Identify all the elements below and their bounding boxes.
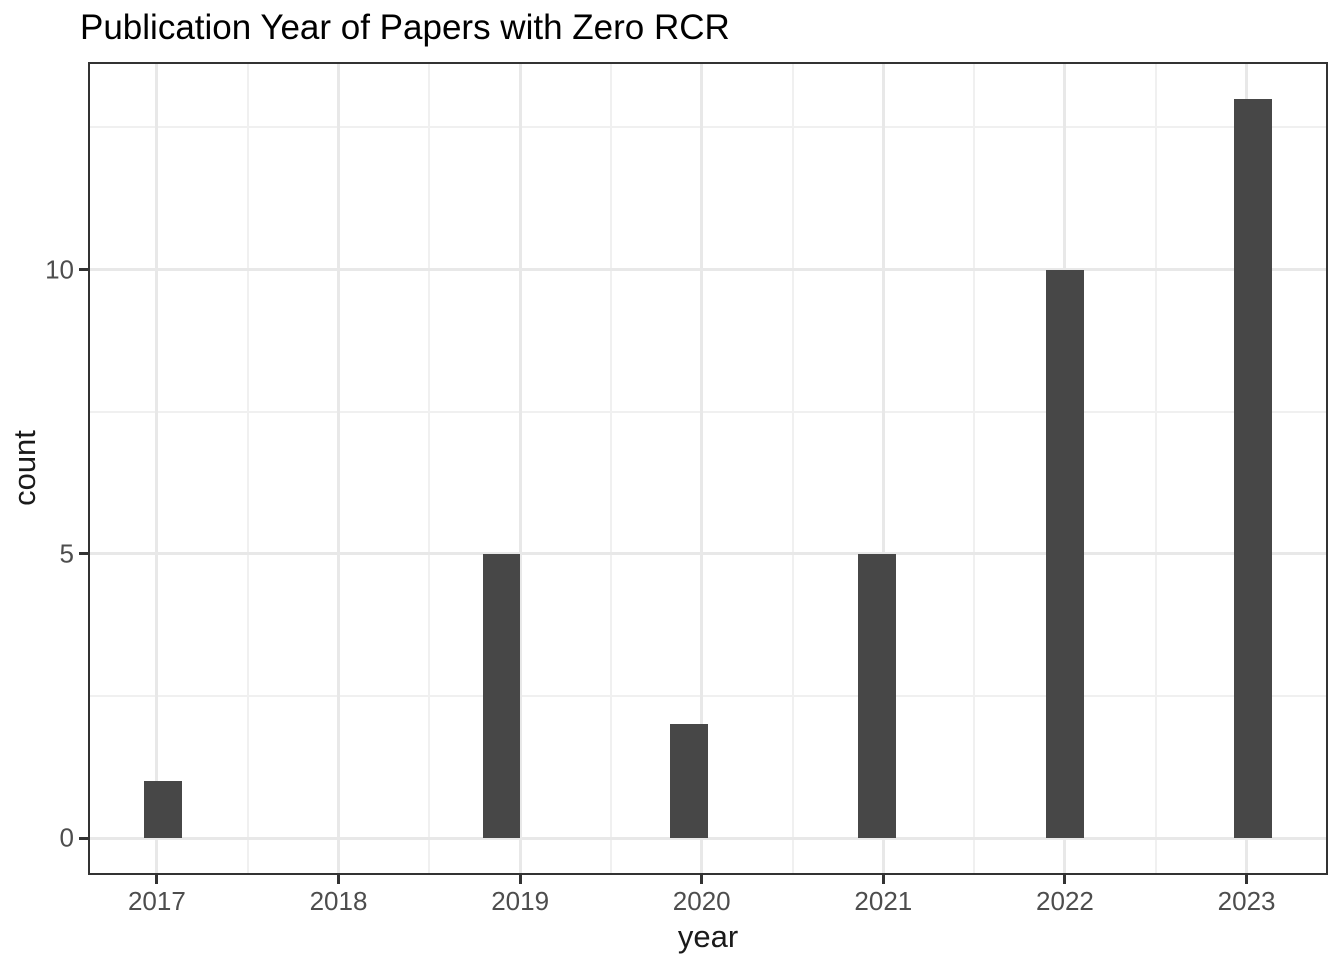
bar-2023: [1234, 98, 1272, 839]
x-minor-gridline: [246, 62, 249, 875]
x-minor-gridline: [428, 62, 431, 875]
y-tick-mark: [79, 836, 88, 840]
bar-2020: [670, 724, 708, 839]
x-major-gridline: [700, 62, 704, 875]
x-minor-gridline: [1154, 62, 1157, 875]
bar-2021: [858, 553, 896, 839]
y-tick-label: 10: [45, 254, 74, 284]
y-tick-mark: [79, 552, 88, 556]
x-minor-gridline: [609, 62, 612, 875]
panel-background: [88, 62, 1328, 875]
x-minor-gridline: [973, 62, 976, 875]
bar-2019: [482, 553, 521, 839]
y-minor-gridline: [88, 410, 1328, 413]
x-tick-label: 2019: [491, 886, 550, 916]
x-major-gridline: [337, 62, 340, 875]
y-major-gridline: [88, 552, 1328, 556]
y-major-gridline: [88, 268, 1328, 271]
x-tick-mark: [337, 875, 340, 884]
x-minor-gridline: [791, 62, 794, 875]
bar-2017: [144, 781, 182, 839]
bar-2022: [1046, 269, 1084, 839]
x-major-gridline: [881, 62, 885, 875]
x-tick-label: 2022: [1036, 886, 1094, 916]
x-tick-label: 2020: [672, 886, 731, 916]
x-tick-mark: [155, 875, 159, 884]
x-tick-mark: [700, 875, 704, 884]
x-tick-label: 2018: [309, 886, 368, 916]
y-major-gridline: [88, 836, 1328, 840]
y-minor-gridline: [88, 694, 1328, 697]
plot-title: Publication Year of Papers with Zero RCR: [80, 8, 730, 47]
x-tick-mark: [881, 875, 885, 884]
x-tick-label: 2021: [854, 886, 913, 916]
x-axis-title: year: [677, 919, 739, 954]
x-tick-mark: [1063, 875, 1067, 884]
x-major-gridline: [518, 62, 522, 875]
x-tick-mark: [1245, 875, 1249, 884]
y-tick-label: 5: [59, 538, 74, 569]
x-tick-label: 2017: [127, 886, 186, 916]
y-minor-gridline: [88, 126, 1328, 129]
y-axis-title: count: [7, 430, 42, 506]
y-tick-mark: [79, 268, 88, 271]
y-tick-label: 0: [59, 822, 74, 853]
x-major-gridline: [155, 62, 159, 875]
x-tick-label: 2023: [1217, 886, 1276, 916]
x-tick-mark: [518, 875, 522, 884]
